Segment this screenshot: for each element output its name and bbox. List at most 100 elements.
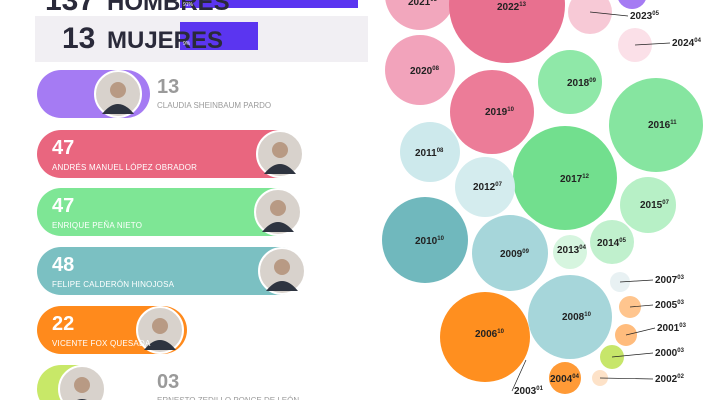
year-count: 03	[677, 300, 684, 306]
leader-line	[611, 352, 654, 358]
men-bar	[180, 0, 358, 8]
year-bubble	[549, 362, 581, 394]
president-suit	[266, 281, 298, 291]
accent-bubble	[618, 0, 646, 9]
president-name: ENRIQUE PEÑA NIETO	[52, 221, 142, 230]
year-label: 201405	[597, 238, 627, 249]
year-label: 201304	[557, 245, 587, 256]
year: 2017	[560, 174, 583, 185]
year-bubble	[538, 50, 602, 114]
leader-line	[589, 11, 629, 17]
year-count: 09	[522, 249, 529, 255]
year-bubble	[455, 157, 515, 217]
year-label: 200103	[657, 323, 687, 334]
president-count: 13	[157, 76, 179, 98]
year: 2018	[567, 78, 590, 89]
year: 2005	[655, 300, 678, 311]
year-count: 03	[679, 323, 686, 329]
year: 2006	[475, 329, 498, 340]
year-count: 04	[579, 245, 586, 251]
president-bar	[37, 188, 300, 236]
president-face	[274, 259, 290, 275]
year-bubble	[385, 35, 455, 105]
president-count: 22	[52, 313, 74, 335]
year-count: 05	[652, 11, 659, 17]
year-label: 201507	[640, 200, 670, 211]
year-count: 02	[677, 374, 684, 380]
president-count: 47	[52, 137, 74, 159]
year-bubble	[528, 275, 612, 359]
year-label: 200202	[655, 374, 685, 385]
leader-line	[634, 42, 671, 46]
men-percent: 91%	[183, 2, 194, 8]
president-face	[270, 200, 286, 216]
leader-line	[625, 327, 656, 336]
year-bubble	[400, 122, 460, 182]
year: 2003	[514, 386, 537, 397]
year: 2013	[557, 245, 580, 256]
year-count: 11	[670, 120, 677, 126]
year-count: 03	[677, 348, 684, 354]
year: 2020	[410, 66, 433, 77]
year-label: 200503	[655, 300, 685, 311]
leader-line	[599, 377, 654, 380]
year-count: 01	[536, 386, 543, 392]
president-suit	[144, 340, 176, 350]
year-count: 08	[432, 66, 439, 72]
year-count: 04	[694, 38, 701, 44]
year-bubble	[450, 70, 534, 154]
president-suit	[102, 104, 134, 114]
year: 2001	[657, 323, 680, 334]
year-label: 200909	[500, 249, 530, 260]
women-percent: 9%	[183, 41, 191, 47]
year: 2004	[550, 374, 573, 385]
men-label: HOMBRES	[107, 0, 230, 16]
year-count: 05	[619, 238, 626, 244]
year-bubble	[385, 0, 455, 30]
year: 2000	[655, 348, 678, 359]
year-label: 201611	[648, 120, 677, 131]
year: 2022	[497, 2, 520, 13]
year: 2014	[597, 238, 620, 249]
year-label: 202213	[497, 2, 527, 13]
men-count: 137	[45, 0, 95, 17]
president-name: CLAUDIA SHEINBAUM PARDO	[157, 101, 271, 110]
year-count: 04	[572, 374, 579, 380]
leader-line	[619, 279, 654, 283]
year-label: 200301	[514, 386, 544, 397]
year-count: 10	[497, 329, 504, 335]
president-name: VICENTE FOX QUESADA	[52, 339, 151, 348]
year: 2011	[415, 148, 437, 159]
year: 2023	[630, 11, 653, 22]
year-count: 10	[507, 107, 514, 113]
president-name: ANDRÉS MANUEL LÓPEZ OBRADOR	[52, 163, 197, 172]
year: 2008	[562, 312, 585, 323]
year-label: 202404	[672, 38, 702, 49]
leader-line	[511, 359, 527, 392]
year-label: 200703	[655, 275, 685, 286]
president-bar	[37, 247, 305, 295]
year-count: 07	[495, 182, 502, 188]
president-count: 47	[52, 195, 74, 217]
president-suit	[264, 164, 296, 174]
year-count: 05	[430, 0, 437, 3]
year-label: 202305	[630, 11, 660, 22]
year: 2010	[415, 236, 438, 247]
year-count: 09	[589, 78, 596, 84]
year-label: 200810	[562, 312, 592, 323]
year-bubble	[620, 177, 676, 233]
year-label: 201712	[560, 174, 590, 185]
president-count: 48	[52, 254, 74, 276]
president-name: ERNESTO ZEDILLO PONCE DE LEÓN	[157, 396, 299, 400]
year-count: 13	[519, 2, 526, 8]
year-label: 200003	[655, 348, 685, 359]
year-count: 08	[437, 148, 444, 154]
women-bar	[180, 22, 258, 50]
year-count: 03	[677, 275, 684, 281]
year-bubble	[553, 235, 587, 269]
year-count: 12	[582, 174, 589, 180]
year-count: 10	[437, 236, 444, 242]
president-face	[74, 377, 90, 393]
year-label: 201910	[485, 107, 515, 118]
